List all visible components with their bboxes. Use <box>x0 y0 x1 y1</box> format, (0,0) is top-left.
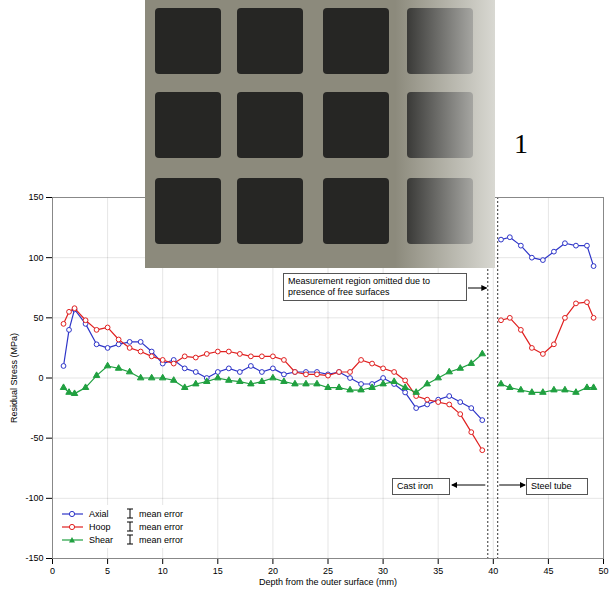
svg-text:15: 15 <box>213 566 223 576</box>
svg-text:5: 5 <box>105 566 110 576</box>
svg-text:45: 45 <box>543 566 553 576</box>
svg-text:30: 30 <box>378 566 388 576</box>
svg-text:0: 0 <box>50 566 55 576</box>
html-text:Cast iron: Cast iron <box>397 481 433 491</box>
html-text:Hoop: Hoop <box>89 521 111 532</box>
html-text:Shear: Shear <box>89 534 113 545</box>
html-text:1: 1 <box>514 128 528 159</box>
svg-text:35: 35 <box>433 566 443 576</box>
svg-text:Residual Stress (MPa): Residual Stress (MPa) <box>9 333 19 423</box>
html-text:Steel tube: Steel tube <box>531 481 572 491</box>
svg-text:50: 50 <box>33 313 43 323</box>
html-text:mean error: mean error <box>139 508 183 519</box>
svg-text:50: 50 <box>598 566 608 576</box>
svg-text:0: 0 <box>38 373 43 383</box>
html-text:mean error: mean error <box>139 521 183 532</box>
html-text:mean error: mean error <box>139 534 183 545</box>
svg-text:40: 40 <box>488 566 498 576</box>
svg-text:Depth from the outer surface (: Depth from the outer surface (mm) <box>259 577 397 587</box>
svg-text:-100: -100 <box>25 493 43 503</box>
svg-text:100: 100 <box>28 253 43 263</box>
svg-text:-150: -150 <box>25 553 43 563</box>
svg-text:150: 150 <box>28 192 43 202</box>
html-text:Measurement region omitted due: Measurement region omitted due to presen… <box>288 276 431 297</box>
html-text:Axial: Axial <box>89 508 109 519</box>
svg-text:20: 20 <box>268 566 278 576</box>
svg-text:25: 25 <box>323 566 333 576</box>
svg-text:-50: -50 <box>30 433 43 443</box>
svg-text:10: 10 <box>158 566 168 576</box>
